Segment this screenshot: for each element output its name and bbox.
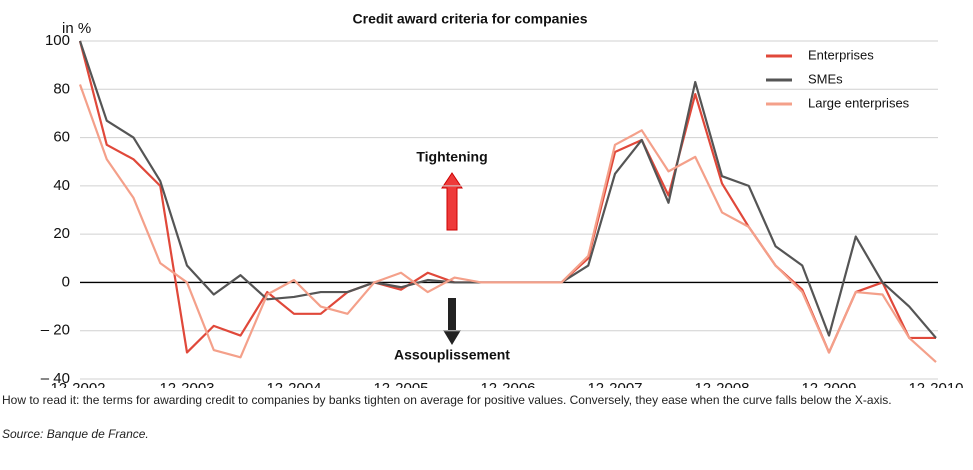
- x-tick-label: 12-2009: [801, 380, 856, 388]
- x-tick-label: 12-2004: [266, 380, 321, 388]
- x-tick-label: 12-2007: [587, 380, 642, 388]
- up-arrow: [441, 172, 463, 231]
- legend-label: Large enterprises: [808, 95, 910, 110]
- y-tick-label: – 40: [41, 370, 70, 387]
- y-tick-label: 100: [45, 32, 70, 49]
- y-tick-label: 0: [62, 273, 70, 290]
- x-tick-label: 12-2008: [694, 380, 749, 388]
- x-tick-label: 12-2003: [159, 380, 214, 388]
- legend-label: SMEs: [808, 71, 843, 86]
- down-arrow: [443, 298, 461, 345]
- y-axis-label: in %: [62, 20, 91, 37]
- y-tick-label: – 20: [41, 322, 70, 339]
- source: Source: Banque de France.: [2, 427, 149, 441]
- y-tick-label: 20: [53, 225, 70, 242]
- x-tick-label: 12-2005: [373, 380, 428, 388]
- line-series: [78, 84, 937, 363]
- x-tick-label: 12-2010: [908, 380, 963, 388]
- annotation: Assouplissement: [394, 347, 510, 363]
- y-tick-label: 80: [53, 80, 70, 97]
- legend-label: Enterprises: [808, 47, 874, 62]
- x-tick-label: 12-2006: [480, 380, 535, 388]
- chart-title: Credit award criteria for companies: [353, 11, 588, 27]
- chart: Credit award criteria for companies in %…: [41, 11, 964, 388]
- annotation: Tightening: [416, 149, 487, 165]
- y-tick-label: 60: [53, 129, 70, 146]
- note: How to read it: the terms for awarding c…: [2, 393, 892, 407]
- y-tick-label: 40: [53, 177, 70, 194]
